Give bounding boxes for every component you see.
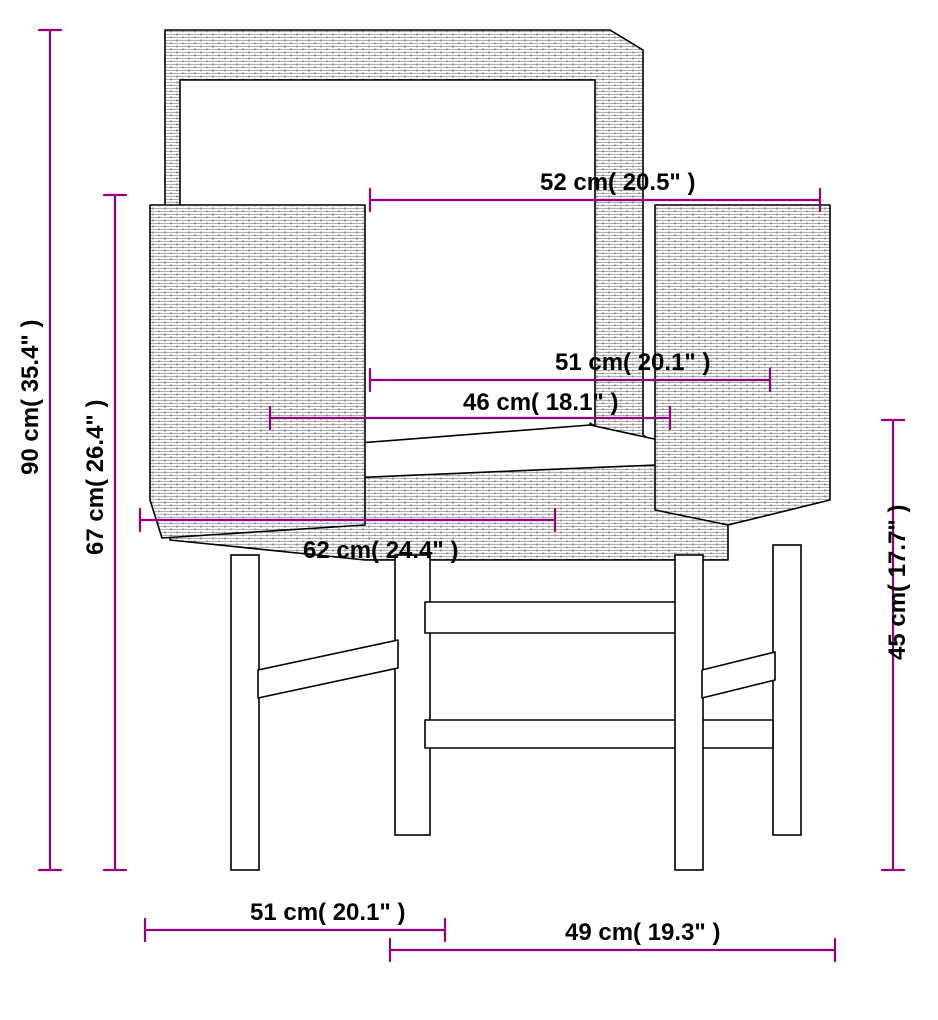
stretcher-left [258, 640, 398, 698]
dimension-label: 62 cm( 24.4" ) [303, 537, 458, 564]
leg-back-left [395, 555, 430, 835]
dimension-label: 52 cm( 20.5" ) [540, 169, 695, 196]
chair-arm-left [150, 205, 365, 538]
stretcher-back [425, 602, 676, 633]
dimension-base-depth: 51 cm( 20.1" ) [145, 899, 445, 941]
dimension-label: 45 cm( 17.7" ) [884, 505, 911, 660]
dimension-label: 90 cm( 35.4" ) [17, 320, 44, 475]
dimension-base-width: 49 cm( 19.3" ) [390, 919, 835, 961]
stretcher-low [425, 720, 773, 748]
dimension-label: 49 cm( 19.3" ) [565, 919, 720, 946]
chair-diagram [150, 30, 830, 870]
dimension-label: 46 cm( 18.1" ) [463, 389, 618, 416]
leg-back-right [773, 545, 801, 835]
leg-front-right [675, 555, 703, 870]
leg-front-left [231, 555, 259, 870]
dimension-arm-height: 67 cm( 26.4" ) [82, 195, 126, 870]
dimension-seat-height: 45 cm( 17.7" ) [882, 420, 911, 870]
dimension-label: 67 cm( 26.4" ) [82, 400, 109, 555]
dimension-label: 51 cm( 20.1" ) [555, 349, 710, 376]
dimension-overall-height: 90 cm( 35.4" ) [17, 30, 61, 870]
stretcher-right [702, 652, 775, 698]
dimension-label: 51 cm( 20.1" ) [250, 899, 405, 926]
